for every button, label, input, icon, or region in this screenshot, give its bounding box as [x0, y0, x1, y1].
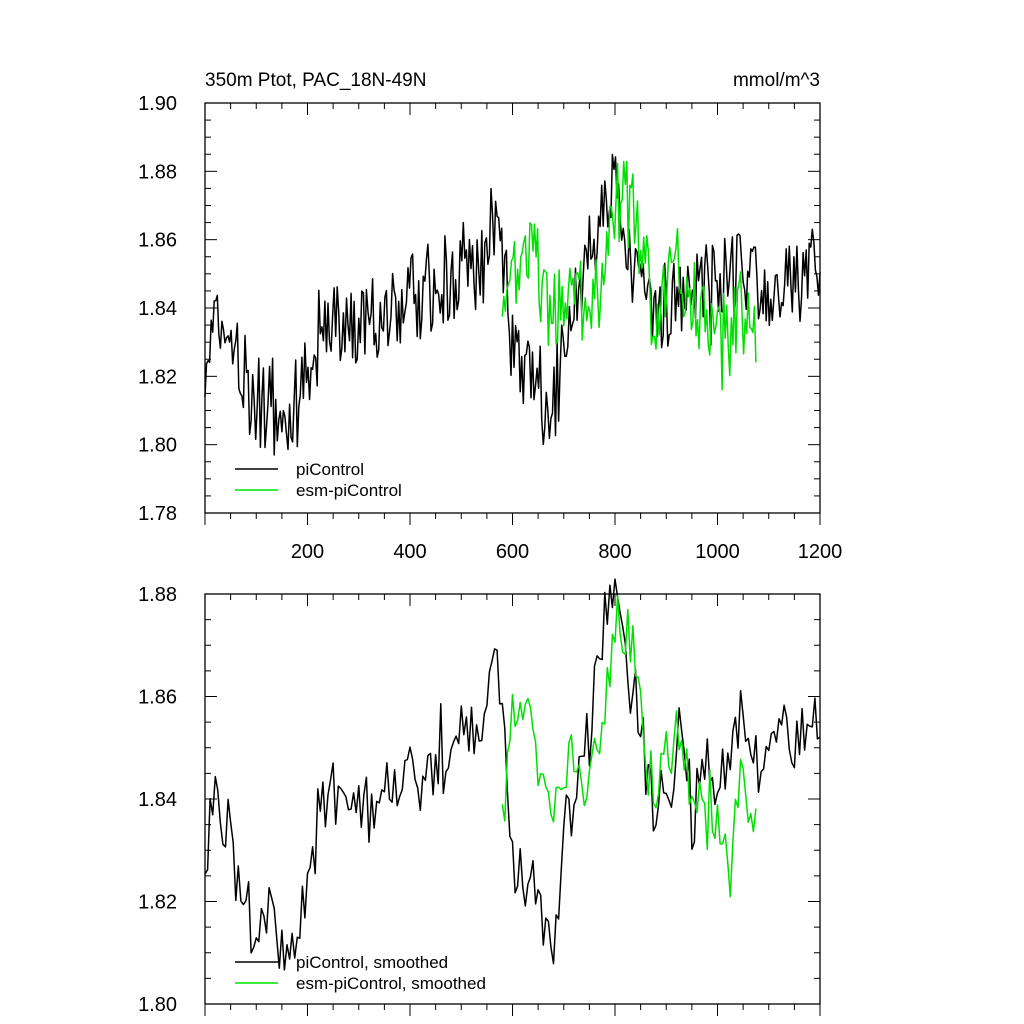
y-tick-label: 1.88 — [138, 161, 177, 183]
top-legend: piControl esm-piControl — [235, 460, 402, 500]
series-line-picontrol — [204, 153, 821, 456]
x-tick-label: 400 — [393, 541, 426, 563]
series-line-esm-picontrol-smoothed — [501, 595, 757, 898]
series-line-esm-picontrol — [501, 160, 757, 391]
y-tick-label: 1.78 — [138, 503, 177, 525]
chart-title: 350m Ptot, PAC_18N-49N — [205, 70, 426, 91]
y-tick-label: 1.86 — [138, 230, 177, 252]
legend-label-picontrol-smoothed: piControl, smoothed — [296, 953, 448, 972]
top-panel: 350m Ptot, PAC_18N-49N mmol/m^3 1.78 1.80… — [138, 70, 842, 563]
x-tick-label: 800 — [598, 541, 631, 563]
y-tick-label: 1.82 — [138, 366, 177, 388]
y-tick-label: 1.80 — [138, 994, 177, 1016]
x-tick-label: 1000 — [695, 541, 740, 563]
bottom-series-group — [204, 578, 821, 971]
bottom-legend: piControl, smoothed esm-piControl, smoot… — [235, 953, 486, 993]
top-ticks — [204, 102, 821, 525]
x-tick-label: 200 — [291, 541, 324, 563]
chart-units: mmol/m^3 — [733, 70, 820, 91]
y-tick-label: 1.88 — [138, 584, 177, 606]
y-tick-label: 1.82 — [138, 892, 177, 914]
y-tick-label: 1.84 — [138, 298, 177, 320]
top-plot-frame — [204, 102, 821, 514]
bottom-y-tick-labels: 1.80 1.82 1.84 1.86 1.88 — [138, 584, 177, 1016]
legend-label-picontrol: piControl — [296, 460, 364, 479]
top-y-tick-labels: 1.78 1.80 1.82 1.84 1.86 1.88 1.90 — [138, 93, 177, 525]
bottom-panel: 1.80 1.82 1.84 1.86 1.88 piControl, smoothed… — [138, 578, 821, 1016]
legend-label-esm-picontrol: esm-piControl — [296, 481, 402, 500]
top-x-tick-labels: 200 400 600 800 1000 1200 — [291, 541, 842, 563]
y-tick-label: 1.90 — [138, 93, 177, 115]
series-line-picontrol-smoothed — [204, 578, 821, 971]
y-tick-label: 1.86 — [138, 687, 177, 709]
y-tick-label: 1.80 — [138, 435, 177, 457]
top-series-group — [204, 153, 821, 456]
x-tick-label: 1200 — [798, 541, 843, 563]
bottom-ticks — [204, 593, 821, 1016]
y-tick-label: 1.84 — [138, 789, 177, 811]
legend-label-esm-picontrol-smoothed: esm-piControl, smoothed — [296, 974, 486, 993]
x-tick-label: 600 — [496, 541, 529, 563]
